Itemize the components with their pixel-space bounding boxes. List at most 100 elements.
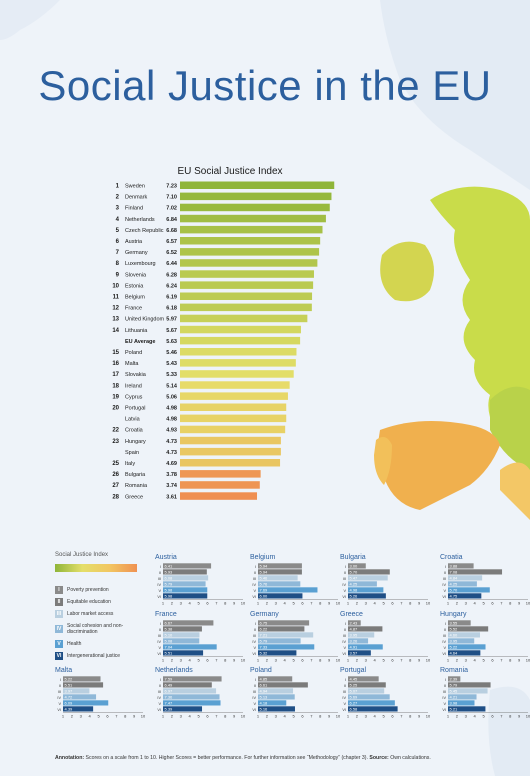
dimension-label: I: [345, 565, 346, 569]
x-tick-label: 7: [500, 658, 503, 663]
dimension-bar: [63, 706, 94, 712]
x-tick-label: 4: [189, 714, 192, 719]
dimension-value-label: 4.39: [65, 707, 74, 712]
dimension-value-label: 4.94: [260, 689, 269, 694]
dimension-label: III: [58, 690, 61, 694]
dimension-bar: [258, 644, 315, 650]
dimension-bar: [258, 581, 301, 587]
dimension-label: VI: [252, 652, 256, 656]
value-label: 6.68: [166, 228, 177, 234]
dimension-value-label: 5.93: [165, 570, 174, 575]
country-label: Cyprus: [125, 394, 143, 400]
dimension-bar: [63, 682, 104, 688]
dimension-bar: [258, 620, 310, 626]
dimension-label: II: [344, 571, 346, 575]
dimension-bar: [348, 688, 385, 694]
x-tick-label: 3: [275, 601, 278, 606]
x-tick-label: 6: [106, 714, 109, 719]
x-tick-label: 5: [292, 658, 295, 663]
x-tick-label: 3: [465, 658, 468, 663]
country-profile-title: Romania: [440, 667, 468, 674]
dimension-label: II: [59, 684, 61, 688]
index-bar: [180, 492, 258, 500]
x-tick-label: 4: [284, 658, 287, 663]
dimension-label: V: [343, 646, 346, 650]
x-tick-label: 4: [374, 714, 377, 719]
dimension-label: II: [444, 571, 446, 575]
dimension-label: VI: [442, 595, 446, 599]
x-tick-label: 7: [215, 601, 218, 606]
x-tick-label: 6: [391, 601, 394, 606]
dimension-value-label: 5.94: [260, 570, 269, 575]
x-tick-label: 8: [319, 601, 322, 606]
x-tick-label: 8: [509, 714, 512, 719]
rank-label: 10: [112, 283, 119, 289]
dimension-bar: [163, 650, 204, 656]
dimension-label: III: [158, 690, 161, 694]
dimension-value-label: 4.25: [450, 582, 459, 587]
dimension-bar: [348, 638, 369, 644]
legend-item: V Health: [55, 638, 145, 649]
x-tick-label: 5: [292, 714, 295, 719]
dimension-bar: [63, 688, 90, 694]
dimension-bar: [163, 632, 200, 638]
value-label: 5.63: [166, 339, 177, 345]
country-profile-title: Greece: [340, 611, 363, 618]
dimension-bar: [258, 626, 305, 632]
dimension-value-label: 5.98: [165, 594, 174, 599]
x-tick-label: 10: [336, 601, 340, 606]
legend: Social Justice Index I Poverty prevention…: [55, 552, 145, 662]
dimension-value-label: 5.70: [350, 570, 359, 575]
country-profile-svg: Belgium I 5.94 II 5.94 III 5.46 IV 5.76 V 7.69 VI 6.…: [250, 554, 341, 606]
x-tick-label: 6: [491, 601, 494, 606]
dimension-bar: [258, 587, 318, 593]
country-label: Netherlands: [125, 217, 155, 223]
x-tick-label: 7: [500, 601, 503, 606]
x-tick-label: 3: [180, 601, 183, 606]
dimension-label: III: [343, 634, 346, 638]
rank-label: 14: [112, 328, 119, 334]
dimension-label: II: [444, 628, 446, 632]
legend-item-label: Equitable education: [67, 598, 111, 605]
dimension-value-label: 5.69: [350, 695, 359, 700]
dimension-badge: V: [55, 639, 63, 648]
x-tick-label: 2: [171, 658, 174, 663]
dimension-bar: [258, 700, 287, 706]
legend-item: I Poverty prevention: [55, 584, 145, 595]
rank-label: 5: [116, 228, 120, 234]
dimension-label: VI: [157, 652, 161, 656]
x-tick-label: 5: [482, 601, 485, 606]
dimension-value-label: 6.08: [165, 576, 174, 581]
value-label: 3.78: [166, 472, 177, 478]
legend-item-label: Labor market access: [67, 610, 114, 617]
x-tick-label: 6: [206, 714, 209, 719]
country-profile-svg: Malta I 5.22 II 5.51 III 3.97 IV 4.72 V 6.09 VI 4.39…: [55, 667, 146, 719]
index-bar: [180, 181, 335, 189]
x-tick-label: 9: [518, 658, 521, 663]
country-profile-svg: Hungary I 3.55 II 5.52 III 4.60 IV 3.95 V 5.22 VI 4.…: [440, 611, 530, 663]
country-profile-title: Germany: [250, 611, 279, 618]
country-profile-svg: Germany I 6.75 II 6.22 III 7.21 IV 5.79 V 7.33 VI 5.…: [250, 611, 341, 663]
country-label: Bulgaria: [125, 472, 146, 478]
dimension-value-label: 7.04: [165, 645, 174, 650]
value-label: 7.02: [166, 206, 177, 212]
rank-label: 1: [116, 184, 120, 190]
dimension-bar: [348, 620, 361, 626]
dimension-value-label: 4.91: [350, 645, 359, 650]
country-profile-title: Hungary: [440, 611, 467, 618]
dimension-value-label: 5.51: [65, 683, 74, 688]
dimension-label: V: [253, 646, 256, 650]
x-tick-label: 8: [224, 601, 227, 606]
dimension-bar: [348, 575, 388, 581]
dimension-label: VI: [442, 708, 446, 712]
dimension-bar: [163, 676, 222, 682]
x-tick-label: 8: [124, 714, 127, 719]
dimension-bar: [258, 676, 293, 682]
index-bar: [180, 447, 281, 456]
dimension-label: I: [255, 565, 256, 569]
x-tick-label: 4: [374, 601, 377, 606]
x-tick-label: 7: [310, 658, 313, 663]
dimension-value-label: 4.98: [350, 588, 359, 593]
x-tick-label: 5: [382, 601, 385, 606]
dimension-bar: [348, 682, 386, 688]
